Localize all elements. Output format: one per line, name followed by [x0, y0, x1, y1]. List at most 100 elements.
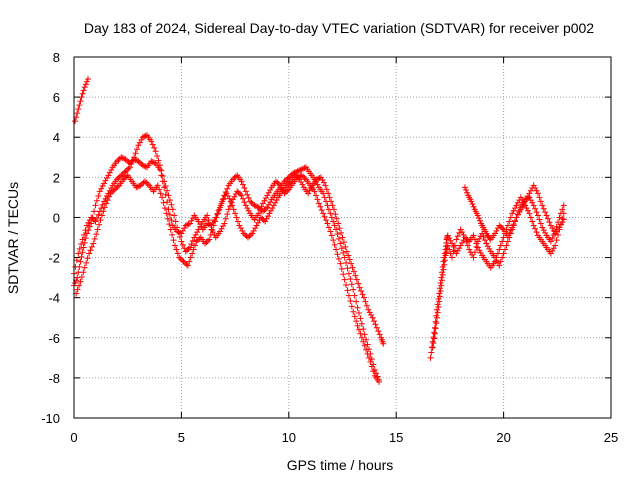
data-point	[233, 214, 240, 221]
data-point	[364, 350, 371, 357]
data-point	[244, 191, 251, 198]
data-point	[88, 214, 95, 221]
data-point	[242, 188, 249, 195]
data-point	[330, 237, 337, 244]
data-point	[365, 346, 372, 353]
data-point	[141, 133, 148, 140]
data-point	[475, 215, 482, 222]
data-point	[87, 247, 94, 254]
data-point	[262, 218, 269, 225]
data-point	[208, 226, 215, 233]
data-point	[364, 341, 371, 348]
data-point	[234, 218, 241, 225]
data-point	[106, 193, 113, 200]
data-point	[320, 210, 327, 217]
data-point	[461, 234, 468, 241]
data-point	[81, 264, 88, 271]
data-point	[83, 259, 90, 266]
data-point	[159, 194, 166, 201]
data-point	[297, 179, 304, 186]
data-point	[443, 249, 450, 256]
data-point	[450, 248, 457, 255]
data-point	[340, 239, 347, 246]
data-point	[75, 106, 82, 113]
data-point	[216, 206, 223, 213]
data-point	[205, 217, 212, 224]
data-point	[547, 250, 554, 257]
axis-ticks: 0 5 10 15 20 25 -10 -8 -6 -4 -2 0 2 4 6 8	[41, 50, 618, 445]
data-point	[499, 225, 506, 232]
data-point	[118, 172, 125, 179]
data-point	[176, 233, 183, 240]
data-point	[476, 235, 483, 242]
data-point	[165, 192, 172, 199]
data-point	[135, 142, 142, 149]
data-point	[333, 215, 340, 222]
data-point	[431, 335, 438, 342]
data-point	[338, 265, 345, 272]
data-point	[190, 246, 197, 253]
data-point	[537, 220, 544, 227]
data-point	[512, 217, 519, 224]
data-point	[504, 238, 511, 245]
data-point	[435, 304, 442, 311]
data-point	[202, 240, 209, 247]
data-point	[540, 227, 547, 234]
data-point	[477, 249, 484, 256]
data-point	[481, 237, 488, 244]
data-point	[431, 329, 438, 336]
data-point	[335, 220, 342, 227]
data-point	[255, 204, 262, 211]
data-point	[530, 182, 537, 189]
data-point	[444, 242, 451, 249]
data-point	[331, 222, 338, 229]
y-tick-label: 6	[53, 90, 60, 105]
data-point	[353, 298, 360, 305]
data-point	[75, 250, 82, 257]
data-point	[519, 203, 526, 210]
y-tick-label: -4	[48, 291, 60, 306]
data-point	[430, 340, 437, 347]
data-point	[105, 172, 112, 179]
data-point	[523, 205, 530, 212]
data-point	[148, 138, 155, 145]
data-point	[86, 250, 93, 257]
data-point	[138, 136, 145, 143]
data-point	[527, 214, 534, 221]
data-point	[466, 246, 473, 253]
data-point	[556, 224, 563, 231]
data-point	[260, 208, 267, 215]
data-point	[73, 257, 80, 264]
data-point	[486, 235, 493, 242]
data-point	[474, 244, 481, 251]
data-point	[196, 235, 203, 242]
data-point	[164, 187, 171, 194]
data-point	[352, 272, 359, 279]
data-point	[447, 237, 454, 244]
data-point	[274, 179, 281, 186]
data-point	[260, 217, 267, 224]
data-point	[510, 207, 517, 214]
data-point	[497, 242, 504, 249]
data-point	[177, 255, 184, 262]
data-point	[261, 197, 268, 204]
data-point	[247, 198, 254, 205]
y-tick-label: 2	[53, 170, 60, 185]
data-point	[123, 173, 130, 180]
data-point	[142, 132, 149, 139]
data-point	[474, 212, 481, 219]
data-point	[215, 207, 222, 214]
data-point	[272, 199, 279, 206]
data-point	[121, 169, 128, 176]
data-point	[139, 162, 146, 169]
data-point	[345, 270, 352, 277]
data-point	[547, 238, 554, 245]
data-point	[154, 182, 161, 189]
data-point	[186, 258, 193, 265]
data-point	[350, 268, 357, 275]
data-point	[556, 214, 563, 221]
data-marks	[71, 76, 567, 385]
data-point	[192, 231, 199, 238]
data-point	[134, 183, 141, 190]
data-point	[370, 368, 377, 375]
